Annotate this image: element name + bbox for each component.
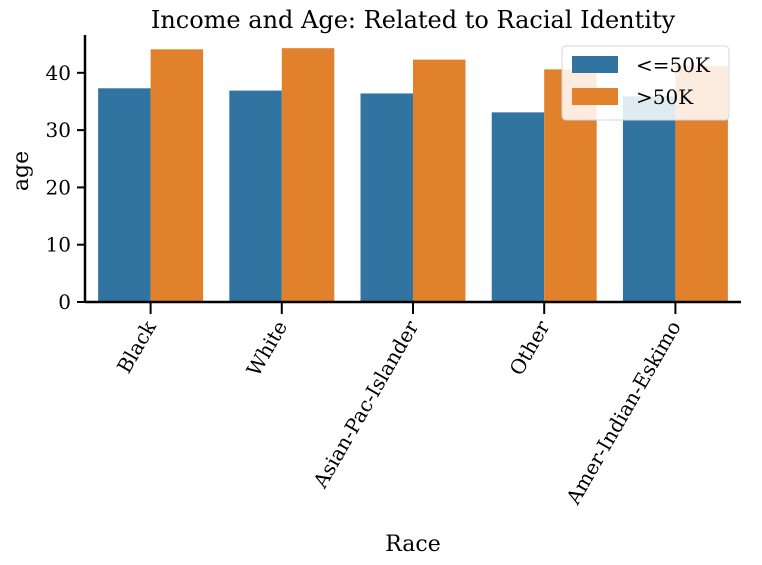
x-tick-label-2: Asian-Pac-Islander (308, 316, 424, 493)
x-axis-label: Race (385, 532, 441, 557)
legend-swatch-0 (572, 56, 618, 73)
bar-le50k-2 (360, 93, 413, 302)
bar-gt50k-0 (150, 49, 204, 302)
legend-label-1: >50K (636, 85, 694, 109)
y-axis-label: age (9, 151, 34, 191)
bars-group (98, 48, 728, 303)
legend-swatch-1 (572, 88, 618, 105)
y-tick-label-1: 10 (46, 233, 71, 257)
bar-le50k-1 (229, 90, 282, 302)
bar-gt50k-2 (413, 59, 466, 302)
y-axis: 0 10 20 30 40 (46, 35, 87, 314)
x-tick-label-1: White (241, 317, 292, 381)
y-tick-label-0: 0 (58, 290, 71, 314)
x-tick-label-0: Black (112, 316, 161, 378)
x-axis: Black White Asian-Pac-Islander Other Amer-In… (85, 300, 741, 510)
bar-gt50k-1 (281, 48, 335, 302)
bar-le50k-4 (622, 96, 676, 302)
chart-title: Income and Age: Related to Racial Identi… (151, 6, 676, 34)
legend-label-0: <=50K (636, 53, 711, 77)
y-tick-label-3: 30 (46, 118, 71, 142)
y-tick-label-4: 40 (46, 61, 71, 85)
x-tick-label-4: Amer-Indian-Eskimo (561, 317, 686, 510)
x-tick-label-3: Other (504, 316, 554, 379)
bar-le50k-3 (491, 112, 545, 302)
legend: <=50K >50K (561, 45, 730, 121)
bar-le50k-0 (98, 88, 151, 303)
y-tick-label-2: 20 (46, 175, 71, 199)
